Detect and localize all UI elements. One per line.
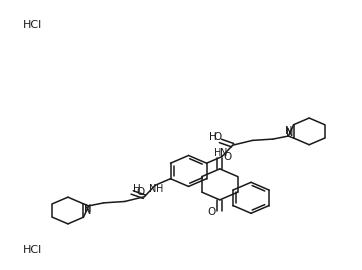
- Text: N: N: [84, 205, 92, 215]
- Text: O: O: [224, 152, 232, 162]
- Text: O: O: [208, 207, 216, 217]
- Text: N: N: [149, 184, 157, 194]
- Text: O: O: [214, 132, 222, 142]
- Text: O: O: [136, 187, 144, 197]
- Text: H: H: [156, 184, 163, 194]
- Text: N: N: [286, 128, 294, 138]
- Text: N: N: [285, 126, 292, 136]
- Text: H: H: [214, 148, 222, 158]
- Text: HCl: HCl: [23, 245, 42, 255]
- Text: N: N: [220, 148, 228, 158]
- Text: HCl: HCl: [23, 21, 42, 31]
- Text: H: H: [209, 133, 216, 143]
- Text: H: H: [133, 184, 141, 194]
- Text: N: N: [84, 204, 91, 214]
